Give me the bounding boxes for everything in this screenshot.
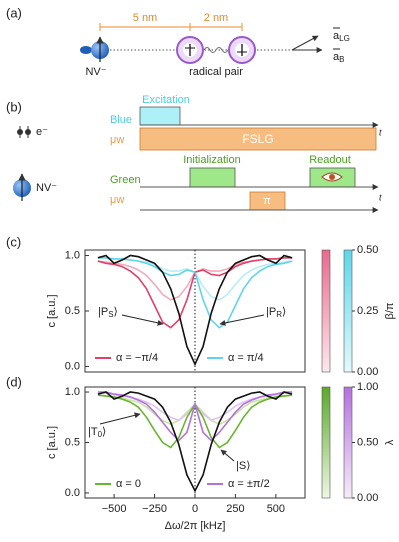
- y-tick-label: 0.5: [65, 305, 80, 317]
- annotation-arrow: [220, 315, 264, 324]
- colorbar: [344, 250, 352, 372]
- x-tick-label: −250: [142, 503, 167, 515]
- annotation: |S⟩: [236, 460, 251, 472]
- colorbar-tick-label: 0.50: [357, 244, 378, 256]
- pulse-label: π: [263, 195, 271, 207]
- vector-label: aB: [333, 51, 344, 64]
- colorbar-tick-label: 0.00: [357, 492, 378, 504]
- panel-label: (c): [6, 234, 21, 249]
- x-tick-label: 250: [226, 503, 244, 515]
- electron-icon: [17, 126, 31, 138]
- annotation-main: |P: [266, 306, 276, 318]
- x-tick-label: 0: [192, 503, 198, 515]
- y-tick-label: 0.5: [65, 436, 80, 448]
- colorbar: [322, 387, 330, 498]
- annotation-main: |T: [88, 426, 98, 438]
- annotation-close: ⟩: [282, 306, 286, 318]
- y-tick-label: 1.0: [65, 386, 80, 398]
- nv-center: [80, 37, 109, 62]
- y-axis-label: c [a.u.]: [46, 426, 58, 459]
- annotation-close: ⟩: [102, 426, 106, 438]
- excitation-pulse: [140, 107, 180, 125]
- vector-label: aLG: [333, 30, 350, 43]
- init-pulse: [190, 168, 235, 187]
- colorbar-label: λ: [384, 439, 396, 445]
- panel-label: (a): [6, 5, 22, 20]
- colorbar-tick-label: 1.00: [357, 381, 378, 393]
- annotation: |PR⟩: [266, 306, 286, 319]
- colorbar-tick-label: 0.00: [357, 366, 378, 378]
- legend-label: α = ±π/2: [228, 478, 270, 490]
- panel-label: (b): [6, 99, 22, 114]
- annotation: |PS⟩: [98, 306, 118, 319]
- annotation-arrow: [221, 450, 234, 461]
- electron-label: e⁻: [36, 126, 48, 138]
- channel-label: μw: [110, 134, 124, 146]
- y-tick-label: 0.0: [65, 487, 80, 499]
- vector-sub: B: [339, 55, 344, 64]
- colorbar-label: β/π: [384, 302, 396, 319]
- annotation-close: ⟩: [114, 306, 118, 318]
- colorbar-tick-label: 0.50: [357, 436, 378, 448]
- annotation-arrow: [100, 414, 140, 424]
- colorbar: [322, 250, 330, 372]
- vector-arrow: [292, 36, 318, 50]
- nv-label: NV⁻: [85, 66, 106, 78]
- annotation-arrow: [122, 315, 163, 324]
- y-tick-label: 1.0: [65, 249, 80, 261]
- dimension-lines: [100, 23, 242, 31]
- colorbar-tick-label: 0.25: [357, 305, 378, 317]
- colorbar: [344, 387, 352, 498]
- annotation-close: ⟩: [246, 460, 250, 472]
- nv-icon: [13, 174, 31, 201]
- x-axis-label: Δω/2π [kHz]: [165, 520, 226, 532]
- distance-label: 2 nm: [204, 12, 228, 24]
- legend-label: α = −π/4: [116, 352, 158, 364]
- y-axis-label: c [a.u.]: [46, 294, 58, 327]
- nv-label: NV⁻: [36, 182, 57, 194]
- pair-label: radical pair: [189, 66, 243, 78]
- distance-label: 5 nm: [133, 12, 157, 24]
- channel-label: Blue: [110, 114, 132, 126]
- time-label: t: [379, 192, 382, 202]
- pulse-label: Readout: [309, 154, 351, 166]
- time-label: t: [379, 127, 382, 137]
- annotation: |T0⟩: [88, 426, 106, 439]
- pulse-label: FSLG: [242, 132, 273, 146]
- legend-label: α = π/4: [228, 352, 264, 364]
- x-tick-label: −500: [102, 503, 127, 515]
- channel-label: Green: [110, 174, 141, 186]
- channel-label: μw: [110, 194, 124, 206]
- pulse-label: Initialization: [183, 154, 240, 166]
- vector-sub: LG: [339, 34, 350, 43]
- legend-label: α = 0: [116, 478, 141, 490]
- pulse-label: Excitation: [142, 94, 190, 106]
- annotation-main: |P: [98, 306, 108, 318]
- panel-label: (d): [6, 374, 22, 389]
- y-tick-label: 0.0: [65, 360, 80, 372]
- radical-pair: [177, 37, 255, 63]
- annotation-main: |S: [236, 460, 246, 472]
- x-tick-label: 500: [267, 503, 285, 515]
